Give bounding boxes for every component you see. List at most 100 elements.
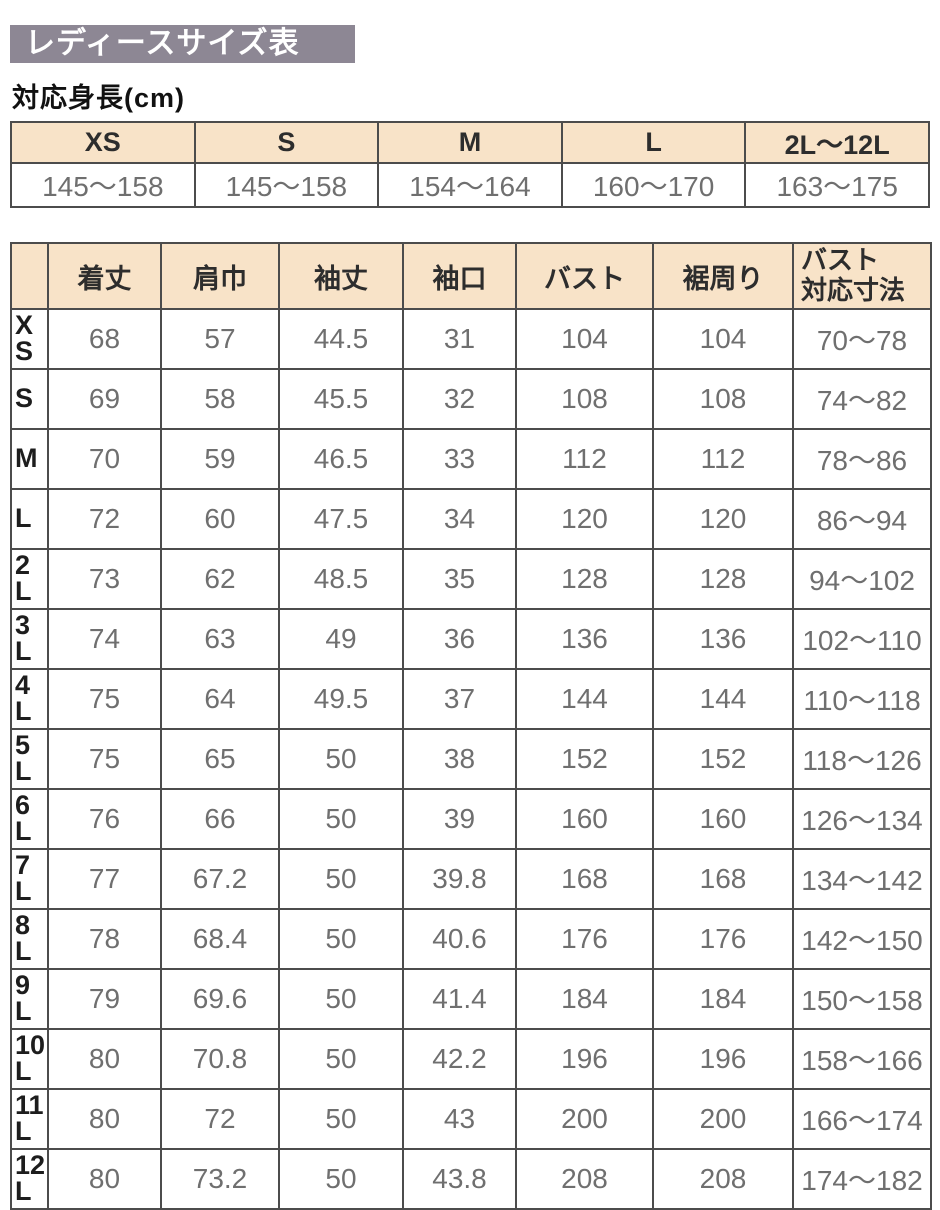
size-cell: 104 <box>515 308 654 370</box>
size-cell: 200 <box>652 1088 794 1150</box>
size-cell: 184 <box>652 968 794 1030</box>
size-table-header-cell: 着丈 <box>47 242 162 310</box>
size-cell: 57 <box>160 308 280 370</box>
height-table-header-cell: M <box>377 121 563 164</box>
size-cell: 58 <box>160 368 280 430</box>
height-table: XS S M L 2L〜12L 145〜158 145〜158 154〜164 160〜170… <box>10 121 930 208</box>
size-cell: 208 <box>515 1148 654 1210</box>
height-table-value-cell: 160〜170 <box>560 162 747 208</box>
size-cell: 34 <box>402 488 517 550</box>
size-cell: 62 <box>160 548 280 610</box>
table-row: 2 L 73 62 48.5 35 128 128 94〜102 <box>10 548 932 610</box>
table-row: M 70 59 46.5 33 112 112 78〜86 <box>10 428 932 490</box>
table-row: 9 L 79 69.6 50 41.4 184 184 150〜158 <box>10 968 932 1030</box>
size-cell: 40.6 <box>402 908 517 970</box>
size-cell: 136 <box>652 608 794 670</box>
size-cell: 174〜182 <box>792 1148 932 1210</box>
size-table-header-cell: 肩巾 <box>160 242 280 310</box>
size-cell: 77 <box>47 848 162 910</box>
size-cell: 74 <box>47 608 162 670</box>
height-table-value-cell: 163〜175 <box>744 162 930 208</box>
size-table-header-cell: バスト <box>515 242 654 310</box>
size-cell: 76 <box>47 788 162 850</box>
size-row-label: 2 L <box>10 548 49 610</box>
height-table-value-cell: 154〜164 <box>377 162 563 208</box>
size-cell: 144 <box>652 668 794 730</box>
size-cell: 50 <box>278 908 404 970</box>
size-cell: 48.5 <box>278 548 404 610</box>
table-row: 11 L 80 72 50 43 200 200 166〜174 <box>10 1088 932 1150</box>
size-cell: 196 <box>652 1028 794 1090</box>
size-cell: 39.8 <box>402 848 517 910</box>
size-cell: 142〜150 <box>792 908 932 970</box>
size-cell: 118〜126 <box>792 728 932 790</box>
table-row: 4 L 75 64 49.5 37 144 144 110〜118 <box>10 668 932 730</box>
size-row-label: 6 L <box>10 788 49 850</box>
size-cell: 50 <box>278 1028 404 1090</box>
size-cell: 120 <box>515 488 654 550</box>
size-cell: 128 <box>652 548 794 610</box>
size-cell: 36 <box>402 608 517 670</box>
size-row-label: 4 L <box>10 668 49 730</box>
size-cell: 69 <box>47 368 162 430</box>
size-table: 着丈 肩巾 袖丈 袖口 バスト 裾周り バスト 対応寸法 X S 68 57 44.5 31 104 1… <box>10 242 932 1210</box>
size-table-header-cell: バスト 対応寸法 <box>792 242 932 310</box>
size-cell: 158〜166 <box>792 1028 932 1090</box>
size-cell: 176 <box>652 908 794 970</box>
size-cell: 67.2 <box>160 848 280 910</box>
size-cell: 50 <box>278 848 404 910</box>
size-cell: 78〜86 <box>792 428 932 490</box>
size-cell: 72 <box>47 488 162 550</box>
size-cell: 70〜78 <box>792 308 932 370</box>
size-cell: 50 <box>278 968 404 1030</box>
size-row-label: 12 L <box>10 1148 49 1210</box>
size-cell: 168 <box>515 848 654 910</box>
page-title: レディースサイズ表 <box>10 25 355 63</box>
size-cell: 176 <box>515 908 654 970</box>
size-cell: 47.5 <box>278 488 404 550</box>
height-table-header-cell: 2L〜12L <box>744 121 930 164</box>
size-cell: 150〜158 <box>792 968 932 1030</box>
size-row-label: 10 L <box>10 1028 49 1090</box>
table-row: 7 L 77 67.2 50 39.8 168 168 134〜142 <box>10 848 932 910</box>
size-cell: 31 <box>402 308 517 370</box>
size-table-header-cell: 袖口 <box>402 242 517 310</box>
size-row-label: 5 L <box>10 728 49 790</box>
table-row: X S 68 57 44.5 31 104 104 70〜78 <box>10 308 932 370</box>
size-cell: 46.5 <box>278 428 404 490</box>
height-table-title: 対応身長(cm) <box>12 83 186 113</box>
size-cell: 75 <box>47 668 162 730</box>
size-row-label: S <box>10 368 49 430</box>
size-cell: 45.5 <box>278 368 404 430</box>
size-cell: 73.2 <box>160 1148 280 1210</box>
size-cell: 38 <box>402 728 517 790</box>
table-row: 5 L 75 65 50 38 152 152 118〜126 <box>10 728 932 790</box>
table-row: 12 L 80 73.2 50 43.8 208 208 174〜182 <box>10 1148 932 1210</box>
size-cell: 70.8 <box>160 1028 280 1090</box>
size-cell: 144 <box>515 668 654 730</box>
size-cell: 184 <box>515 968 654 1030</box>
size-cell: 73 <box>47 548 162 610</box>
size-cell: 32 <box>402 368 517 430</box>
size-cell: 108 <box>652 368 794 430</box>
size-cell: 64 <box>160 668 280 730</box>
size-cell: 50 <box>278 1088 404 1150</box>
size-cell: 112 <box>652 428 794 490</box>
size-cell: 112 <box>515 428 654 490</box>
size-cell: 39 <box>402 788 517 850</box>
size-cell: 43.8 <box>402 1148 517 1210</box>
size-cell: 136 <box>515 608 654 670</box>
height-table-value-cell: 145〜158 <box>193 162 380 208</box>
size-cell: 74〜82 <box>792 368 932 430</box>
size-cell: 63 <box>160 608 280 670</box>
size-cell: 160 <box>652 788 794 850</box>
size-cell: 50 <box>278 728 404 790</box>
size-cell: 152 <box>652 728 794 790</box>
size-table-corner <box>10 242 49 310</box>
size-table-header-cell: 裾周り <box>652 242 794 310</box>
size-cell: 33 <box>402 428 517 490</box>
table-row: S 69 58 45.5 32 108 108 74〜82 <box>10 368 932 430</box>
table-row: L 72 60 47.5 34 120 120 86〜94 <box>10 488 932 550</box>
size-cell: 160 <box>515 788 654 850</box>
size-cell: 43 <box>402 1088 517 1150</box>
